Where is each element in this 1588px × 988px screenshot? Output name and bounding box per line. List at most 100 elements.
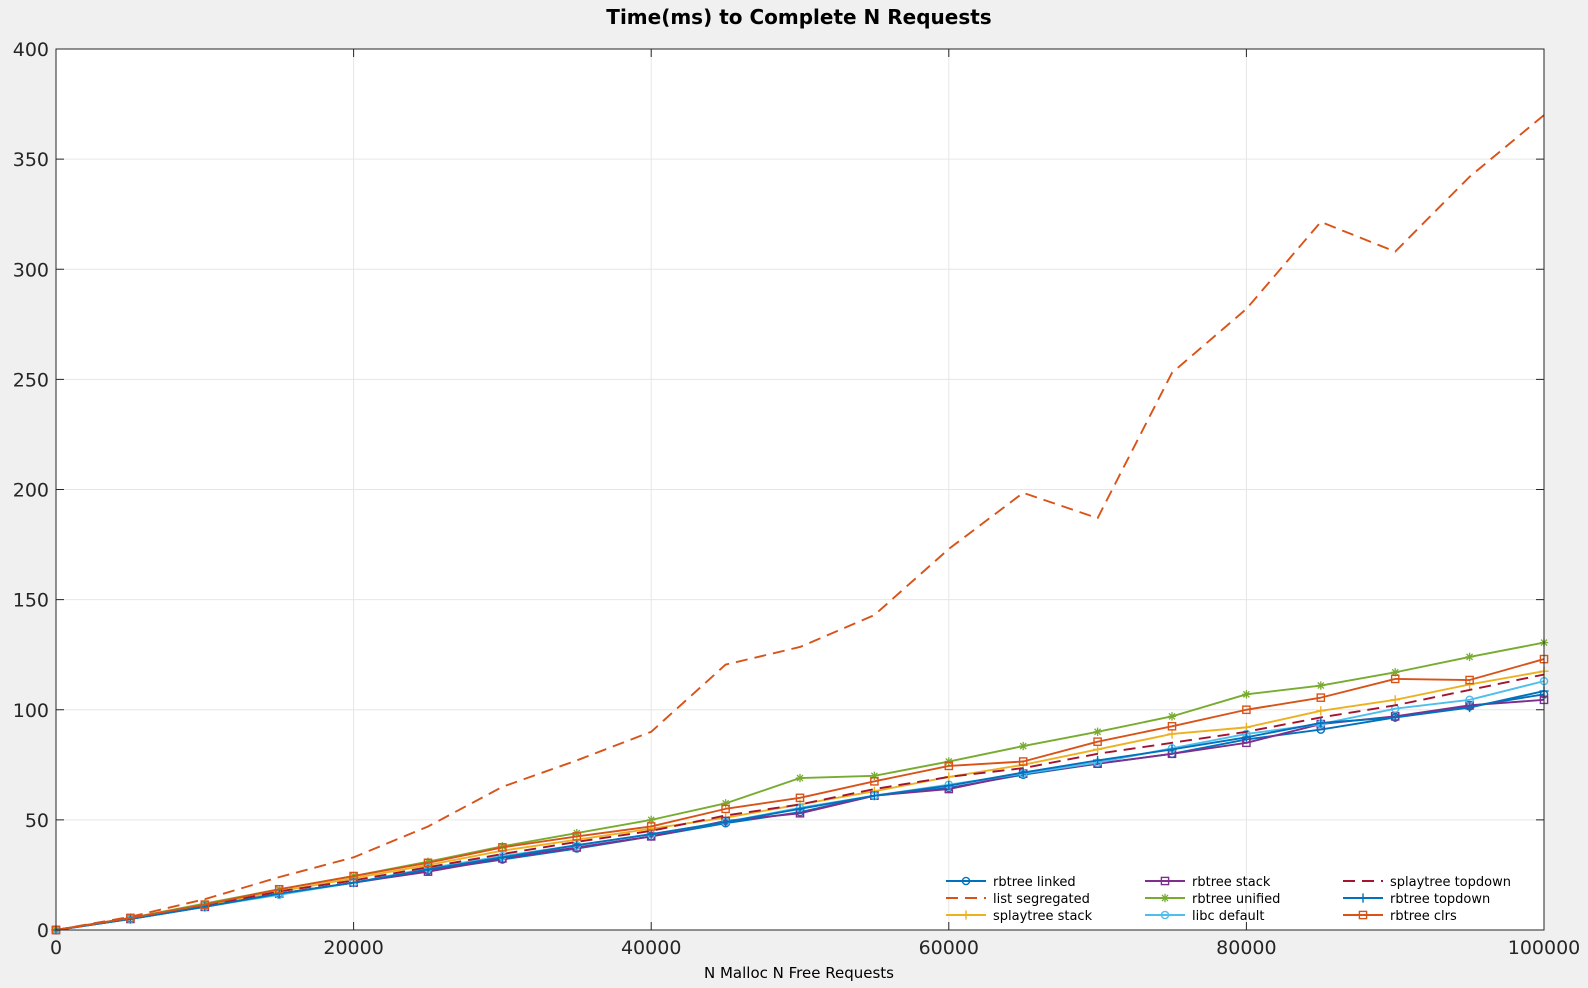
data-point	[1316, 706, 1326, 716]
y-tick-label: 150	[13, 590, 49, 612]
data-point	[1242, 690, 1251, 699]
data-point	[126, 913, 135, 923]
data-point	[1093, 755, 1103, 766]
legend-label: rbtree stack	[1192, 875, 1271, 890]
y-tick-label: 200	[13, 480, 49, 502]
data-point	[1019, 741, 1028, 751]
data-point	[497, 852, 507, 862]
legend-label: list segregated	[993, 892, 1090, 907]
x-tick-label: 40000	[621, 937, 681, 959]
data-point	[1316, 681, 1325, 690]
legend-item: splaytree topdown	[1343, 875, 1511, 890]
data-point	[1465, 702, 1475, 713]
data-point	[572, 840, 582, 850]
data-point	[961, 910, 971, 920]
data-point	[1465, 675, 1474, 685]
data-point	[646, 829, 656, 839]
legend-label: rbtree linked	[993, 875, 1076, 890]
y-tick-label: 300	[13, 259, 49, 281]
series-rbtree-topdown	[51, 686, 1549, 935]
legend-label: splaytree stack	[993, 909, 1093, 924]
legend-item: rbtree clrs	[1343, 909, 1457, 924]
data-point	[961, 876, 971, 886]
data-point	[944, 761, 954, 771]
data-point	[349, 871, 358, 881]
data-point	[1390, 695, 1400, 705]
data-point	[1465, 679, 1475, 690]
data-point	[1093, 727, 1102, 736]
series-rbtree-clrs	[51, 654, 1549, 935]
legend-label: rbtree unified	[1192, 892, 1280, 907]
x-tick-label: 100000	[1508, 937, 1581, 959]
legend-label: rbtree topdown	[1390, 892, 1490, 907]
legend: rbtree linked list segregated splaytree st…	[946, 875, 1511, 924]
data-point	[572, 832, 582, 841]
legend-item: splaytree stack	[946, 909, 1093, 924]
legend-label: rbtree clrs	[1390, 909, 1457, 924]
y-tick-label: 0	[37, 920, 49, 942]
data-point	[1160, 876, 1170, 886]
series-group	[51, 114, 1549, 935]
data-point	[498, 843, 507, 852]
x-tick-label: 0	[50, 937, 62, 959]
y-tick-label: 350	[13, 149, 49, 171]
data-point	[870, 777, 879, 786]
legend-item: rbtree stack	[1145, 875, 1271, 890]
y-tick-label: 400	[13, 39, 49, 61]
data-point	[200, 900, 210, 909]
x-tick-label: 60000	[919, 937, 979, 959]
x-axis-label: N Malloc N Free Requests	[704, 964, 894, 982]
data-point	[1160, 893, 1170, 903]
legend-item: libc default	[1145, 909, 1265, 924]
data-point	[795, 804, 805, 814]
data-point	[944, 781, 954, 791]
data-point	[795, 773, 805, 783]
data-point	[274, 889, 284, 899]
data-point	[1465, 652, 1474, 662]
series-line	[55, 673, 1545, 931]
series-line	[55, 114, 1545, 931]
axis-ticks: 0 20000 40000 60000 80000 100000 0 50 100 150 200 2…	[13, 39, 1581, 959]
data-point	[1093, 744, 1103, 754]
data-point	[274, 884, 284, 894]
series-line	[55, 658, 1545, 931]
x-tick-label: 20000	[323, 937, 383, 959]
legend-item: rbtree linked	[946, 875, 1076, 890]
data-point	[721, 804, 730, 814]
series-splaytree-topdown	[55, 673, 1545, 931]
y-tick-label: 50	[25, 810, 49, 832]
data-point	[721, 817, 731, 827]
series-list-segregated	[55, 114, 1545, 931]
data-point	[1242, 705, 1251, 715]
legend-item: list segregated	[946, 892, 1090, 907]
data-point	[1167, 721, 1177, 731]
data-point	[1093, 737, 1102, 746]
data-point	[869, 791, 879, 801]
data-point	[1358, 910, 1368, 920]
data-point	[1390, 712, 1400, 723]
chart-title: Time(ms) to Complete N Requests	[606, 5, 991, 29]
x-tick-label: 80000	[1216, 937, 1276, 959]
legend-item: rbtree topdown	[1343, 892, 1490, 907]
data-point	[1241, 732, 1251, 742]
data-point	[1390, 674, 1400, 684]
data-point	[1316, 693, 1326, 702]
data-point	[423, 858, 433, 868]
data-point	[1167, 712, 1177, 721]
y-tick-label: 250	[13, 369, 49, 391]
data-point	[1358, 893, 1368, 903]
data-point	[1018, 767, 1028, 778]
data-point	[1018, 757, 1028, 766]
data-point	[646, 822, 656, 831]
data-point	[1167, 729, 1177, 739]
y-tick-label: 100	[13, 700, 49, 722]
data-point	[795, 793, 805, 803]
data-point	[1160, 910, 1170, 920]
data-point	[944, 757, 953, 766]
legend-label: libc default	[1192, 909, 1265, 924]
legend-label: splaytree topdown	[1390, 875, 1511, 890]
legend-item: rbtree unified	[1145, 892, 1280, 907]
data-point	[1316, 718, 1326, 728]
data-point	[1167, 744, 1177, 754]
